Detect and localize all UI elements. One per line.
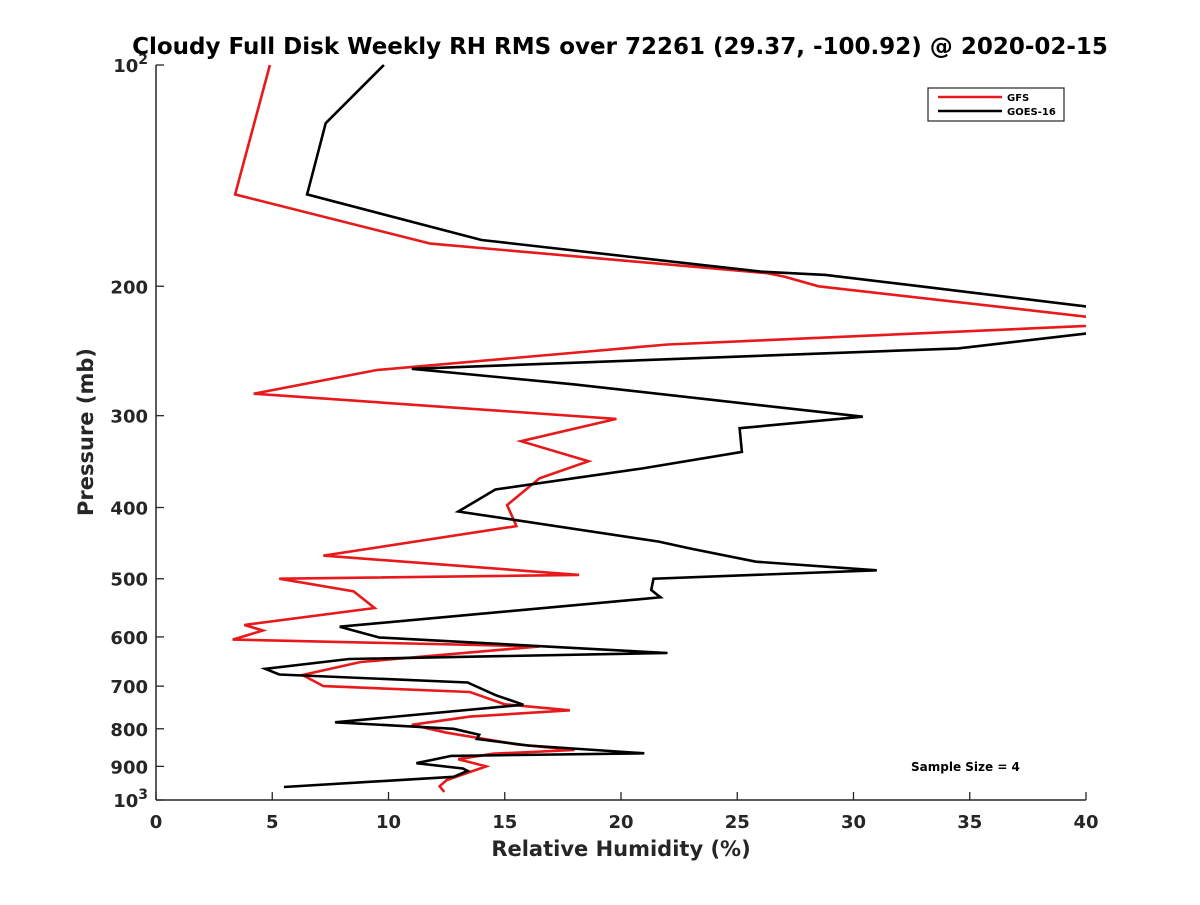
- x-tick-label: 15: [492, 812, 517, 833]
- y-tick-label: 900: [110, 757, 148, 778]
- x-tick-label: 25: [725, 812, 750, 833]
- y-tick-label: 300: [110, 407, 148, 428]
- x-tick-label: 40: [1073, 812, 1098, 833]
- x-tick-label: 0: [150, 812, 163, 833]
- x-ticks: 0 5 10 15 20 25 30 35 40: [150, 792, 1099, 833]
- x-tick-label: 35: [957, 812, 982, 833]
- y-tick-label: 700: [110, 677, 148, 698]
- series-layer: [232, 64, 1086, 793]
- y-tick-label: 800: [110, 720, 148, 741]
- x-axis-label: Relative Humidity (%): [491, 837, 750, 861]
- plot-area: 0 5 10 15 20 25 30 35 40 102 200 300 400 500 600 700 80…: [110, 52, 1099, 833]
- y-tick-label: 103: [113, 787, 148, 812]
- legend: GFS GOES-16: [927, 87, 1065, 122]
- x-tick-label: 20: [608, 812, 633, 833]
- legend-label-gfs: GFS: [1007, 93, 1029, 104]
- y-tick-label: 200: [110, 277, 148, 298]
- x-tick-label: 30: [841, 812, 866, 833]
- y-tick-label: 102: [113, 52, 148, 77]
- x-tick-label: 10: [376, 812, 401, 833]
- series-line-goes16: [260, 64, 1086, 789]
- x-tick-label: 5: [266, 812, 279, 833]
- y-ticks: 102 200 300 400 500 600 700 800 900 103: [110, 52, 164, 812]
- legend-box: [927, 87, 1065, 122]
- legend-label-goes16: GOES-16: [1007, 107, 1056, 118]
- sample-size-annotation: Sample Size = 4: [911, 760, 1020, 774]
- y-tick-label: 500: [110, 570, 148, 591]
- chart-title: Cloudy Full Disk Weekly RH RMS over 7226…: [132, 34, 1108, 60]
- series-line-gfs: [232, 64, 1086, 793]
- y-tick-label: 600: [110, 628, 148, 649]
- y-axis-label: Pressure (mb): [74, 348, 98, 516]
- y-tick-label: 400: [110, 499, 148, 520]
